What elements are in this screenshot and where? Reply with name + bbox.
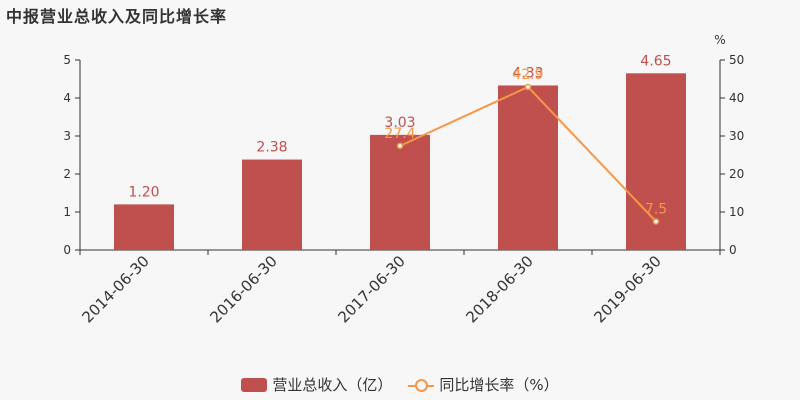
y-right-tick-label: 30 [729, 129, 744, 143]
chart-title: 中报营业总收入及同比增长率 [6, 7, 228, 26]
x-tick-label: 2017-06-30 [334, 252, 408, 326]
y-left-tick-label: 5 [63, 53, 71, 67]
x-tick-label: 2018-06-30 [462, 252, 536, 326]
legend-item-revenue[interactable]: 营业总收入（亿） [241, 374, 392, 395]
growth-value-label: 42.9 [512, 67, 543, 83]
growth-value-label: 7.5 [645, 202, 667, 218]
y-left-tick-label: 0 [63, 243, 71, 257]
y-right-tick-label: 0 [729, 243, 737, 257]
legend: 营业总收入（亿） 同比增长率（%） [0, 374, 800, 395]
growth-value-label: 27.4 [384, 126, 415, 142]
growth-point [396, 142, 404, 150]
legend-item-growth[interactable]: 同比增长率（%） [408, 374, 559, 395]
y-right-tick-label: 20 [729, 167, 744, 181]
y-right-tick-label: 50 [729, 53, 744, 67]
bar-value-label: 4.65 [640, 53, 671, 69]
x-tick-label: 2014-06-30 [78, 252, 152, 326]
growth-point [524, 83, 532, 91]
y-right-tick-label: 40 [729, 91, 744, 105]
y-left-tick-label: 1 [63, 205, 71, 219]
y-left-tick-label: 4 [63, 91, 71, 105]
y-left-tick-label: 3 [63, 129, 71, 143]
bar [242, 159, 302, 250]
bar [114, 204, 174, 250]
legend-label-growth: 同比增长率（%） [439, 376, 559, 394]
bar-value-label: 2.38 [256, 140, 287, 156]
y-right-tick-label: 10 [729, 205, 744, 219]
bar [370, 134, 430, 250]
bar-value-label: 4.33 [512, 65, 543, 81]
y-left-tick-label: 2 [63, 167, 71, 181]
bar-value-label: 3.03 [384, 115, 415, 131]
legend-line-swatch [408, 378, 435, 392]
bar [498, 85, 558, 251]
x-tick-label: 2019-06-30 [590, 252, 664, 326]
y-right-unit: % [714, 33, 725, 47]
growth-point [652, 218, 660, 225]
x-tick-label: 2016-06-30 [206, 252, 280, 326]
legend-label-revenue: 营业总收入（亿） [272, 376, 393, 394]
bar-value-label: 1.20 [128, 184, 159, 200]
legend-bar-swatch [241, 377, 268, 392]
